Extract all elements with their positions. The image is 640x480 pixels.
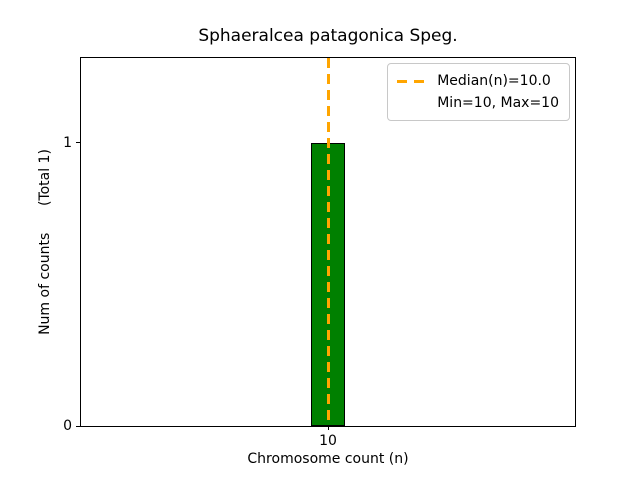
legend-label-median: Median(n)=10.0 xyxy=(437,73,551,89)
legend-label-minmax: Min=10, Max=10 xyxy=(437,95,559,111)
chart-title: Sphaeralcea patagonica Speg. xyxy=(198,26,458,46)
legend-entry-minmax: Min=10, Max=10 xyxy=(397,92,559,114)
legend-entry-median: Median(n)=10.0 xyxy=(397,70,559,92)
y-tick xyxy=(76,425,80,427)
plot-area: Median(n)=10.0 Min=10, Max=10 0 1 10 xyxy=(63,57,576,449)
median-line xyxy=(326,58,330,426)
y-axis-label: Num of counts (Total 1) xyxy=(37,149,53,335)
legend-empty-swatch xyxy=(397,102,427,105)
x-tick-label: 10 xyxy=(319,433,337,449)
x-tick xyxy=(327,426,329,430)
legend: Median(n)=10.0 Min=10, Max=10 xyxy=(387,63,570,121)
x-axis-label: Chromosome count (n) xyxy=(247,451,409,467)
y-tick xyxy=(76,142,80,144)
median-dashed-line-swatch xyxy=(397,79,428,83)
y-tick-label: 0 xyxy=(63,418,72,434)
y-tick-label: 1 xyxy=(63,134,72,151)
